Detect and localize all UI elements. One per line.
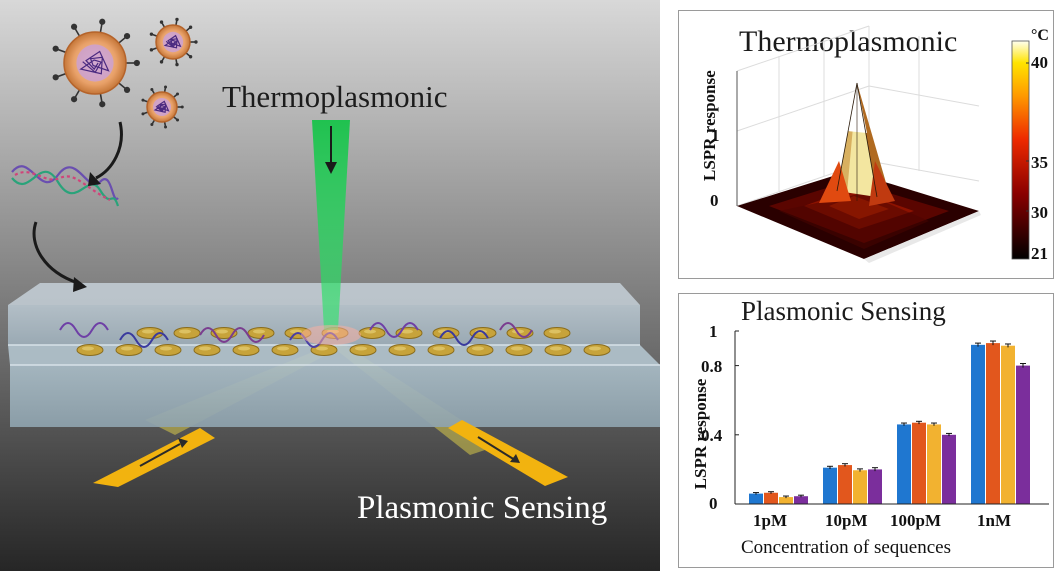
green-laser-beam: [312, 120, 350, 330]
reflected-arrow: [448, 420, 568, 486]
thermo-panel-title: Thermoplasmonic: [739, 25, 958, 58]
bar-100pM-s2: [912, 422, 926, 504]
colorbar-tick-30: 30: [1031, 203, 1048, 222]
bar-100pM-s1: [897, 424, 911, 504]
plasmonic-panel-title: Plasmonic Sensing: [741, 296, 946, 326]
plasmonic-sensing-label: Plasmonic Sensing: [357, 490, 607, 526]
thermoplasmonic-panel: Thermoplasmonic LSPR response 1 0: [678, 10, 1054, 279]
xtick-1nM: 1nM: [977, 511, 1011, 530]
bar-group: [735, 330, 1030, 505]
plasmonic-xlabel: Concentration of sequences: [741, 537, 951, 558]
thermoplasmonic-label: Thermoplasmonic: [222, 79, 448, 114]
bar-1nM-s3: [1001, 345, 1015, 504]
lspr-bar-chart: [734, 330, 1049, 505]
colorbar-tick-35: 35: [1031, 153, 1048, 172]
thermo-ztick-0: 0: [710, 191, 719, 210]
colorbar-tick-21: 21: [1031, 244, 1048, 263]
xtick-1pM: 1pM: [753, 511, 787, 530]
bar-100pM-s3: [927, 424, 941, 504]
bar-1nM-s1: [971, 344, 985, 504]
ytick-1: 1: [709, 322, 718, 341]
incident-arrow: [93, 428, 215, 487]
thermo-colorbar: [1011, 40, 1030, 260]
colorbar-tick-40: 40: [1031, 53, 1048, 72]
bar-10pM-s4: [868, 469, 882, 504]
bar-1pM-s1: [749, 493, 763, 504]
xtick-100pM: 100pM: [890, 511, 941, 530]
virus-icon: [52, 18, 140, 108]
ytick-0: 0: [709, 494, 718, 513]
ytick-0.4: 0.4: [701, 426, 723, 445]
virus-particles: [52, 17, 198, 129]
process-arrow-1: [88, 121, 123, 186]
bar-1nM-s4: [1016, 365, 1030, 504]
bar-10pM-s3: [853, 470, 867, 504]
laser-hotspot: [301, 325, 361, 345]
schematic-scene: Thermoplasmonic Plasmonic Sensing: [0, 0, 660, 571]
laser-arrow: [325, 126, 337, 174]
process-arrow-2: [32, 221, 87, 292]
slab-front: [10, 365, 660, 427]
floating-dna-icon: [11, 165, 120, 207]
bar-10pM-s1: [823, 467, 837, 504]
thermo-ztick-1: 1: [711, 126, 720, 145]
xtick-10pM: 10pM: [825, 511, 868, 530]
bar-10pM-s2: [838, 465, 852, 504]
bar-1nM-s2: [986, 343, 1000, 504]
bar-1pM-s3: [779, 497, 793, 504]
bar-1pM-s4: [794, 496, 808, 504]
thermo-surface-plot: [736, 25, 1030, 263]
virus-icon: [141, 85, 184, 129]
bar-1pM-s2: [764, 492, 778, 504]
ytick-0.8: 0.8: [701, 357, 723, 376]
colorbar-unit: °C: [1031, 27, 1049, 44]
bar-100pM-s4: [942, 434, 956, 504]
plasmonic-sensing-panel: Plasmonic Sensing LSPR response 1 0.8 0.…: [678, 293, 1054, 568]
virus-icon: [149, 17, 198, 67]
